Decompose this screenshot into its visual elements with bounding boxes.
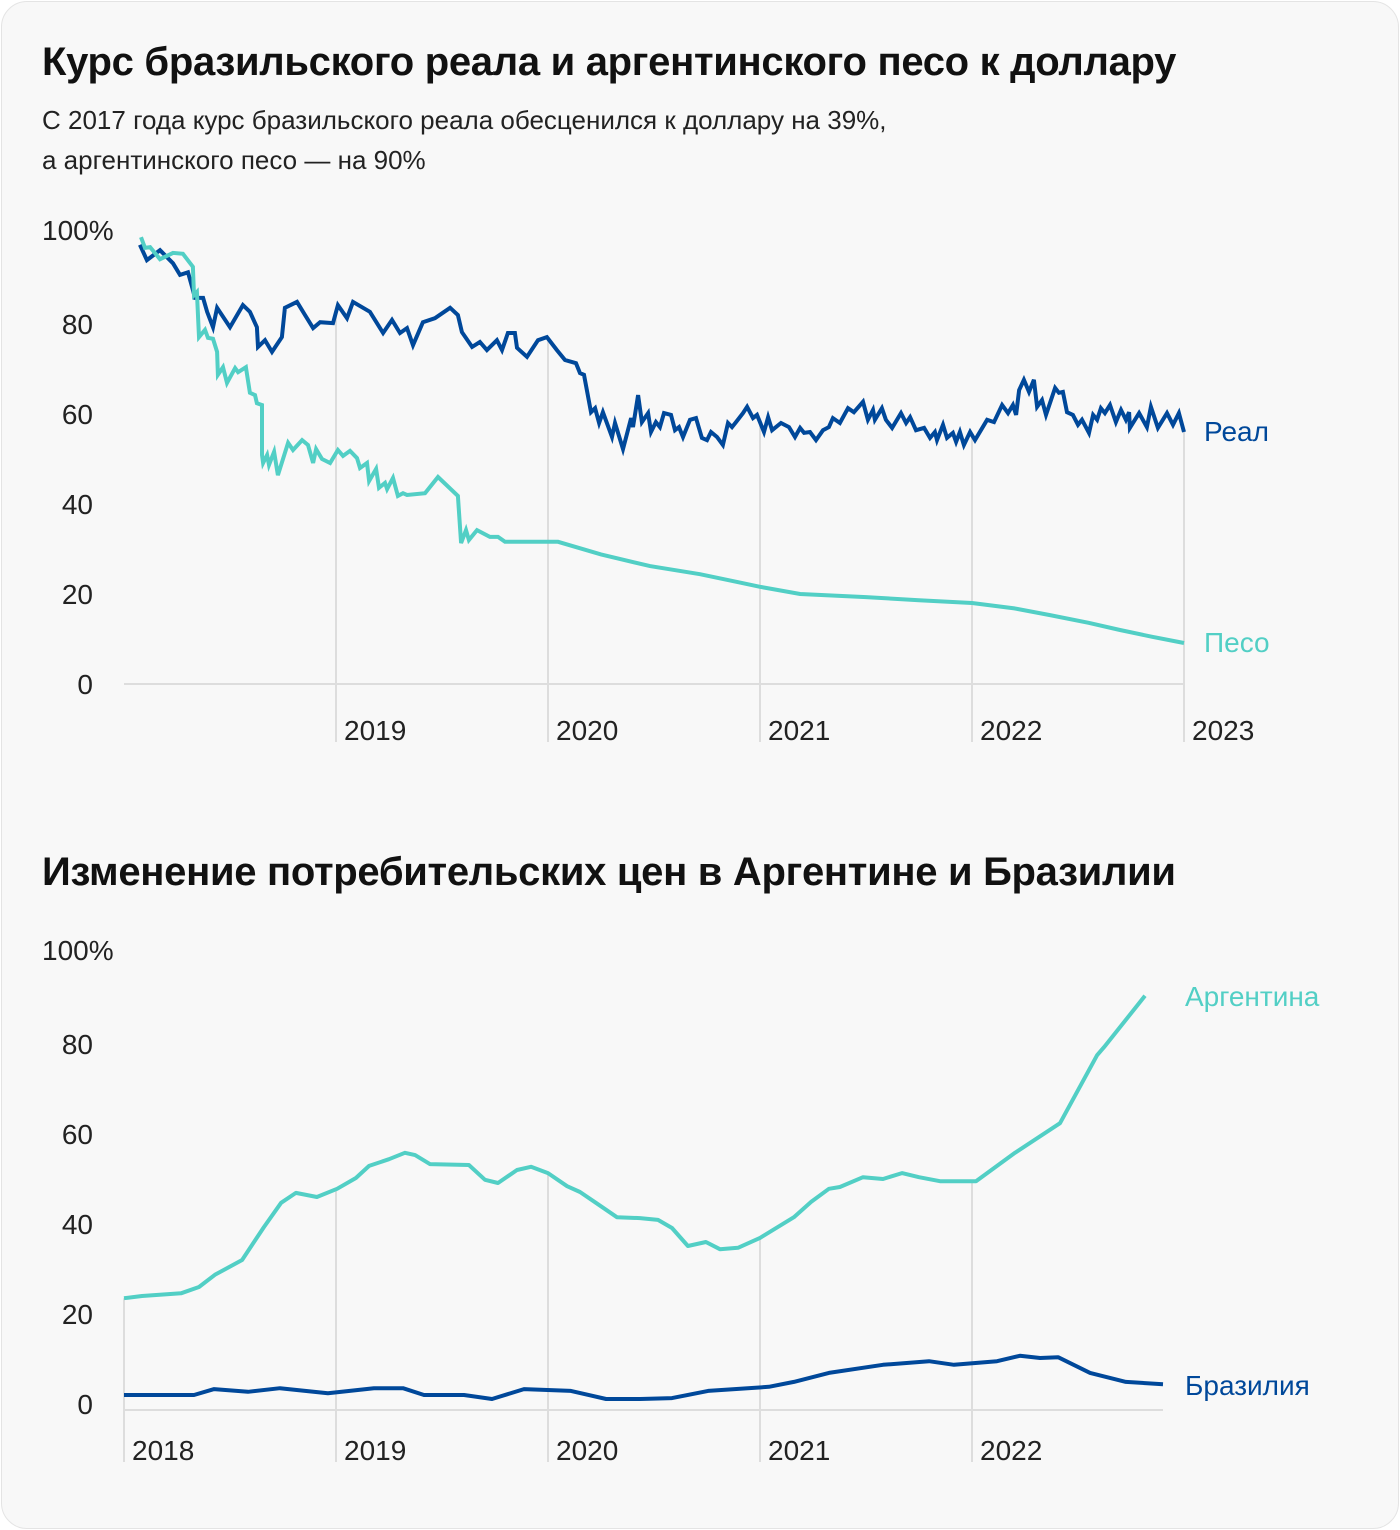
y-tick-label: 20	[62, 1299, 93, 1330]
series-line-real	[138, 243, 1186, 457]
x-tick-label: 2022	[980, 715, 1042, 746]
x-tick-label: 2018	[132, 1435, 194, 1466]
x-tick-label: 2020	[556, 715, 618, 746]
y-tick-label: 100%	[42, 935, 114, 966]
x-tick-label: 2021	[768, 715, 830, 746]
series-label: Реал	[1204, 416, 1269, 447]
chart2-title: Изменение потребительских цен в Аргентин…	[42, 850, 1176, 894]
y-tick-label: 80	[62, 309, 93, 340]
y-tick-label: 60	[62, 1119, 93, 1150]
x-tick-label: 2020	[556, 1435, 618, 1466]
series-line-peso	[123, 994, 1147, 1301]
x-tick-label: 2022	[980, 1435, 1042, 1466]
x-tick-label: 2023	[1192, 715, 1254, 746]
chart-2: 2018 2019 2020 2021 2022 0 20 40 60 80 100% Аргенти…	[42, 935, 1320, 1466]
series-label: Аргентина	[1185, 981, 1320, 1012]
x-tick-label: 2019	[344, 715, 406, 746]
subtitle-line-1: С 2017 года курс бразильского реала обес…	[42, 105, 887, 135]
y-tick-label: 40	[62, 489, 93, 520]
y-tick-label: 40	[62, 1209, 93, 1240]
y-tick-label: 100%	[42, 215, 114, 246]
series-label: Песо	[1204, 627, 1270, 658]
chart-1: 2019 2020 2021 2022 2023 0 20 40 60 80 100% Реал Пес…	[42, 215, 1270, 746]
chart1-subtitle: С 2017 года курс бразильского реала обес…	[42, 100, 887, 180]
series-line-peso	[139, 236, 1185, 645]
y-tick-label: 80	[62, 1029, 93, 1060]
y-tick-label: 60	[62, 399, 93, 430]
y-tick-label: 0	[77, 669, 93, 700]
x-tick-label: 2021	[768, 1435, 830, 1466]
subtitle-line-2: а аргентинского песо — на 90%	[42, 145, 426, 175]
y-tick-label: 0	[77, 1389, 93, 1420]
series-label: Бразилия	[1185, 1370, 1310, 1401]
chart1-title: Курс бразильского реала и аргентинского …	[42, 40, 1177, 84]
y-tick-label: 20	[62, 579, 93, 610]
series-line-real	[124, 1353, 1164, 1401]
x-tick-label: 2019	[344, 1435, 406, 1466]
